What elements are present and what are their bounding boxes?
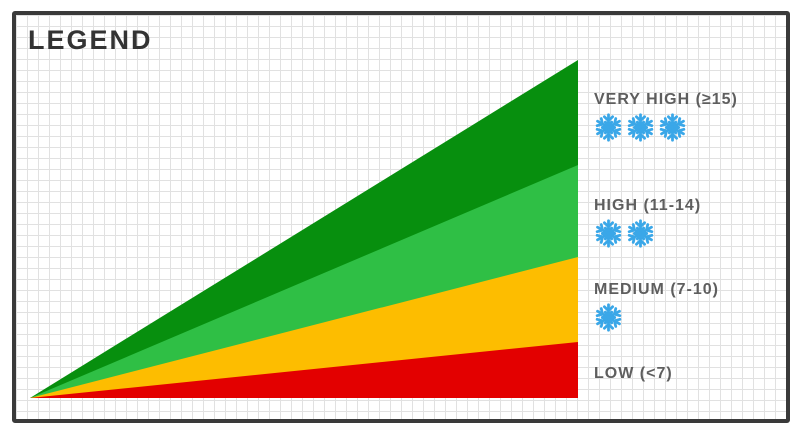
snowflake-rating	[594, 303, 719, 332]
level-list: VERY HIGH (≥15) HIGH (11-14) MEDIUM (7-1…	[594, 15, 784, 419]
snowflake-icon	[626, 113, 655, 142]
level-label: MEDIUM (7-10)	[594, 281, 720, 298]
level-high: HIGH (11-14)	[594, 198, 701, 248]
legend-title: LEGEND	[28, 25, 153, 55]
snowflake-icon	[626, 219, 655, 248]
legend-panel: LEGEND VERY HIGH (≥15) HIGH (11-14) MEDI…	[12, 11, 790, 423]
snowflake-icon	[594, 303, 623, 332]
level-wedge	[30, 60, 578, 398]
snowflake-icon	[594, 113, 623, 142]
snowflake-rating	[594, 219, 701, 248]
level-label: LOW (<7)	[594, 365, 673, 382]
level-low: LOW (<7)	[594, 366, 673, 382]
level-label: VERY HIGH (≥15)	[594, 91, 738, 108]
band-low	[30, 342, 578, 398]
level-label: HIGH (11-14)	[594, 197, 702, 214]
level-very-high: VERY HIGH (≥15)	[594, 92, 738, 142]
snowflake-icon	[594, 219, 623, 248]
snowflake-rating	[594, 113, 738, 142]
snowflake-icon	[658, 113, 687, 142]
level-medium: MEDIUM (7-10)	[594, 282, 719, 332]
